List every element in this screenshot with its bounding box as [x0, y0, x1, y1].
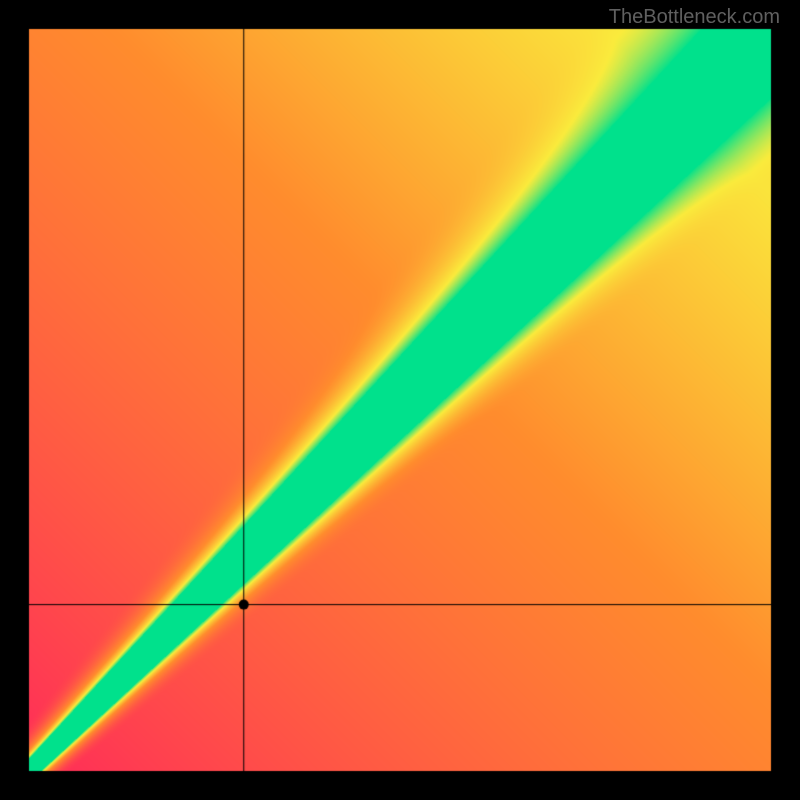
chart-container: TheBottleneck.com: [0, 0, 800, 800]
heatmap-canvas: [0, 0, 800, 800]
watermark-text: TheBottleneck.com: [609, 6, 780, 29]
